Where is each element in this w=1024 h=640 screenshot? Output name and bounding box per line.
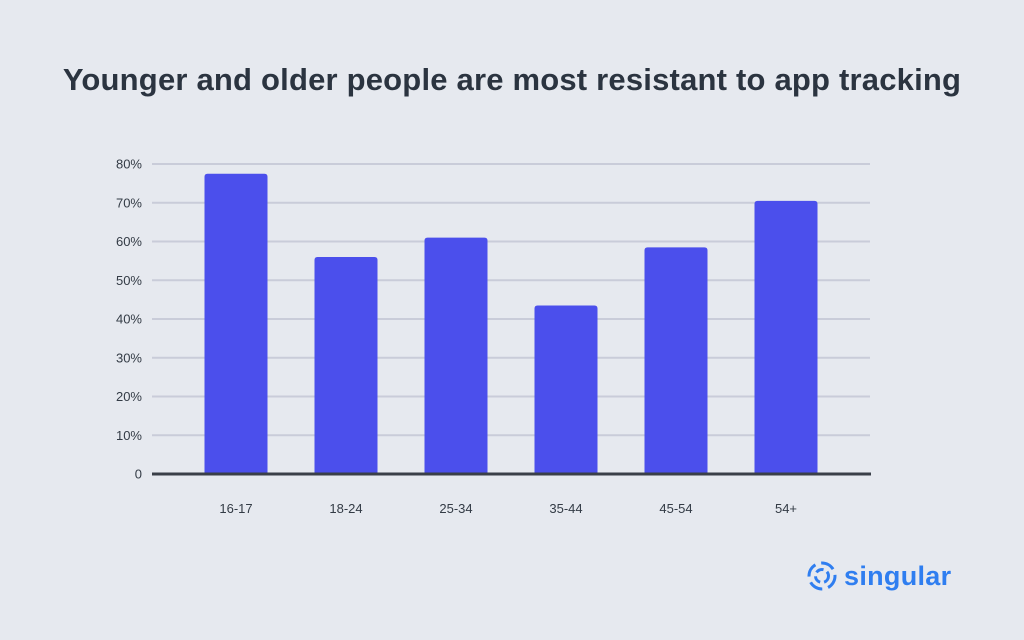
bars bbox=[204, 173, 818, 474]
bar-25-34 bbox=[424, 237, 488, 474]
x-tick-label: 16-17 bbox=[219, 501, 252, 516]
y-tick-label: 10% bbox=[116, 428, 142, 443]
y-tick-label: 40% bbox=[116, 312, 142, 327]
bar-16-17 bbox=[204, 173, 268, 474]
x-tick-label: 45-54 bbox=[659, 501, 692, 516]
x-tick-label: 18-24 bbox=[329, 501, 362, 516]
x-tick-label: 54+ bbox=[775, 501, 797, 516]
y-tick-label: 80% bbox=[116, 157, 142, 172]
gridlines bbox=[152, 163, 870, 437]
bar-45-54 bbox=[644, 247, 708, 474]
bar-35-44 bbox=[534, 305, 598, 474]
x-axis-labels: 16-17 18-24 25-34 35-44 45-54 54+ bbox=[219, 501, 797, 516]
y-tick-label: 50% bbox=[116, 273, 142, 288]
y-tick-label: 30% bbox=[116, 350, 142, 365]
y-tick-label: 0 bbox=[135, 467, 142, 482]
bar-18-24 bbox=[314, 257, 378, 474]
brand-name: singular bbox=[844, 560, 952, 591]
y-tick-label: 70% bbox=[116, 195, 142, 210]
y-axis-ticks: 0 10% 20% 30% 40% 50% 60% 70% 80% bbox=[116, 157, 142, 482]
x-tick-label: 25-34 bbox=[439, 501, 472, 516]
x-tick-label: 35-44 bbox=[549, 501, 582, 516]
y-tick-label: 60% bbox=[116, 234, 142, 249]
bar-54+ bbox=[754, 200, 818, 474]
singular-logo-icon bbox=[807, 561, 837, 591]
brand-logo: singular bbox=[806, 560, 951, 592]
y-tick-label: 20% bbox=[116, 389, 142, 404]
chart-title: Younger and older people are most resist… bbox=[62, 62, 962, 97]
